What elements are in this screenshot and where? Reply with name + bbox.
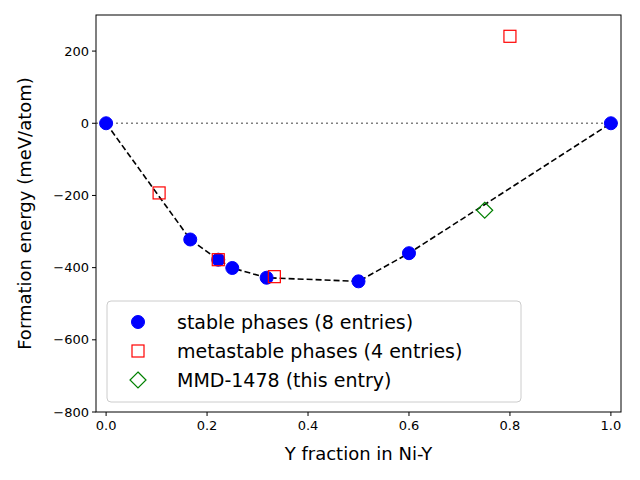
x-tick-label: 0.0 xyxy=(96,418,117,433)
x-tick xyxy=(509,412,510,416)
y-tick xyxy=(92,123,96,124)
data-point xyxy=(477,202,493,218)
data-point xyxy=(100,117,113,130)
y-tick xyxy=(92,51,96,52)
legend-label: metastable phases (4 entries) xyxy=(177,340,462,362)
y-tick xyxy=(92,195,96,196)
background xyxy=(0,0,640,480)
data-point xyxy=(153,187,165,199)
y-tick-label: 200 xyxy=(64,44,89,59)
x-tick xyxy=(408,412,409,416)
x-tick-label: 0.8 xyxy=(500,418,521,433)
legend-marker xyxy=(132,345,144,357)
y-tick-label: −600 xyxy=(53,332,89,347)
data-point xyxy=(604,117,617,130)
x-axis-label: Y fraction in Ni-Y xyxy=(284,443,434,464)
data-point xyxy=(268,271,280,283)
x-tick xyxy=(106,412,107,416)
x-tick-label: 0.6 xyxy=(399,418,420,433)
data-point xyxy=(184,233,197,246)
y-axis-label: Formation energy (meV/atom) xyxy=(14,77,35,350)
y-tick xyxy=(92,267,96,268)
legend-box xyxy=(107,301,521,402)
legend-label: MMD-1478 (this entry) xyxy=(177,369,391,391)
data-point xyxy=(504,30,516,42)
x-tick-label: 1.0 xyxy=(601,418,622,433)
x-tick-label: 0.2 xyxy=(197,418,218,433)
y-tick-label: −200 xyxy=(53,188,89,203)
data-point xyxy=(402,247,415,260)
data-point xyxy=(212,253,225,266)
x-tick xyxy=(207,412,208,416)
y-tick xyxy=(92,412,96,413)
x-tick-label: 0.4 xyxy=(298,418,319,433)
chart: 0.0 0.2 0.4 0.6 0.8 1.0 −800 −600 −400 −200 0 200 Y … xyxy=(0,0,640,480)
data-point xyxy=(352,275,365,288)
plot-marks xyxy=(100,30,618,288)
reference-line xyxy=(96,123,621,125)
data-point xyxy=(226,261,239,274)
y-tick-label: −400 xyxy=(53,260,89,275)
hull-line xyxy=(106,123,611,281)
x-tick xyxy=(610,412,611,416)
legend-marker xyxy=(132,316,145,329)
y-tick-label: −800 xyxy=(53,405,89,420)
plot-frame xyxy=(96,15,621,412)
y-tick-label: 0 xyxy=(81,116,89,131)
legend: stable phases (8 entries) metastable phas… xyxy=(107,301,521,402)
legend-label: stable phases (8 entries) xyxy=(177,311,413,333)
legend-marker xyxy=(130,372,146,388)
x-tick xyxy=(308,412,309,416)
data-point xyxy=(212,254,224,266)
y-tick xyxy=(92,339,96,340)
